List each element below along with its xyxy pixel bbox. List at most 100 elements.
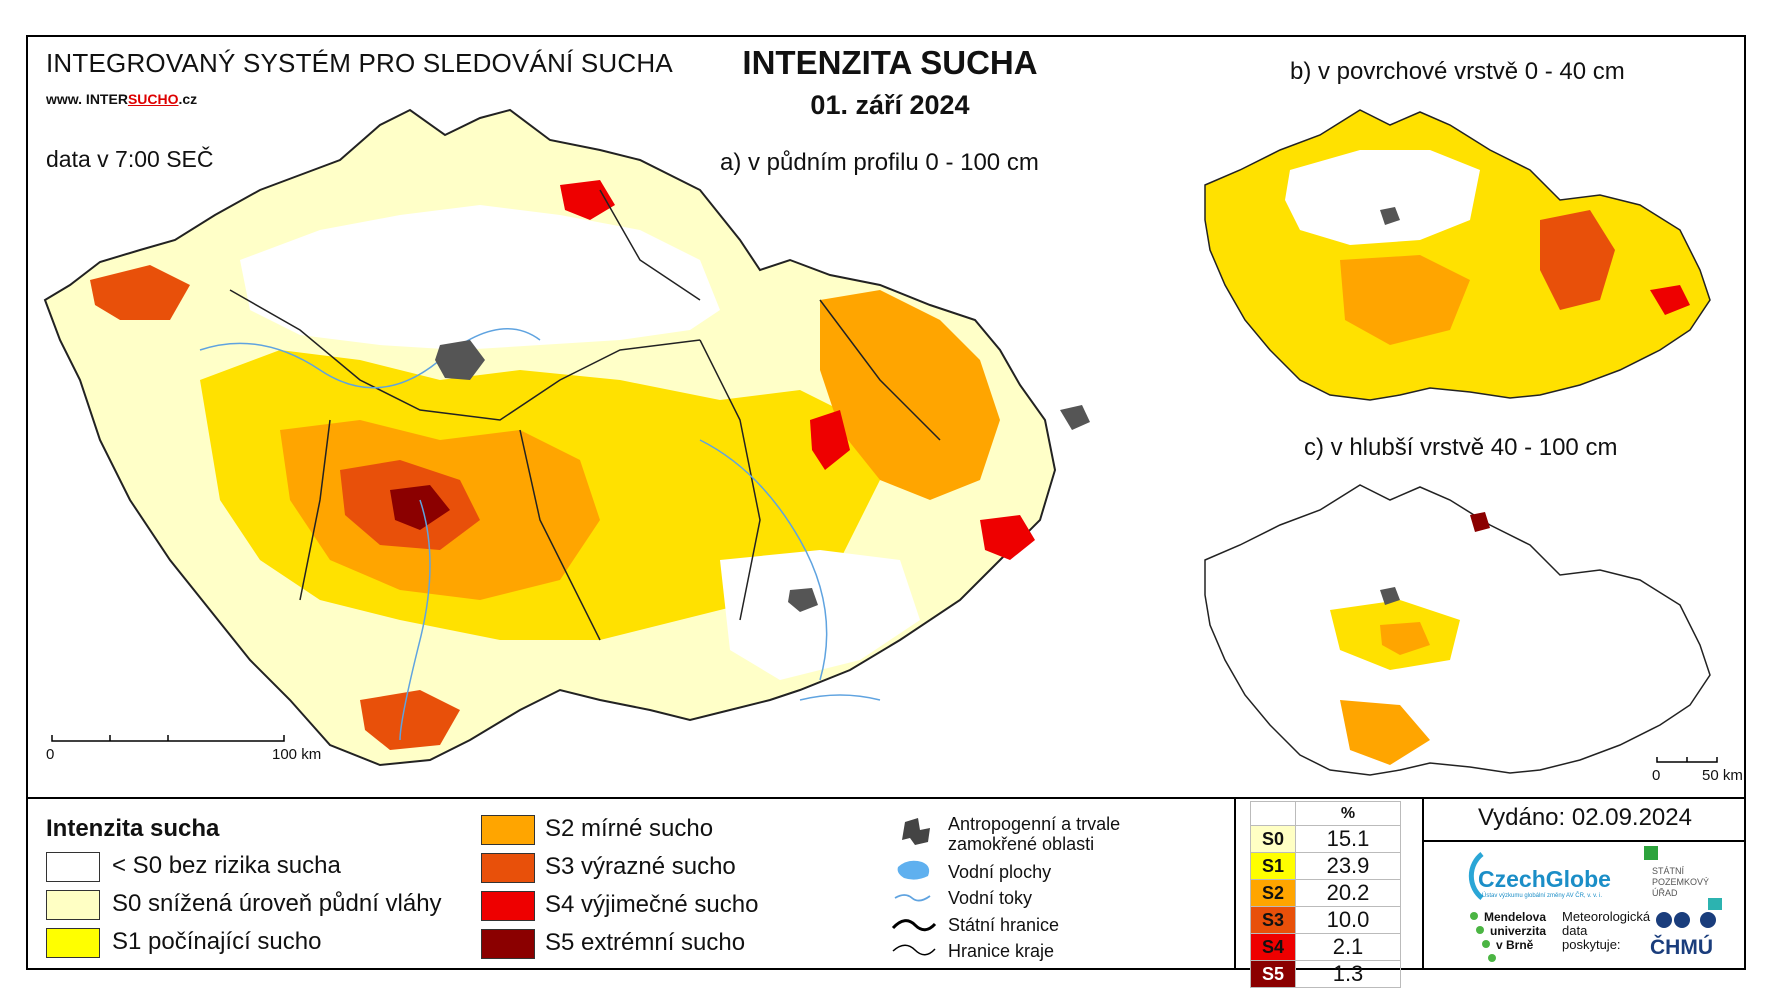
issued-date: Vydáno: 02.09.2024 — [1478, 804, 1692, 831]
table-value-s0: 15.1 — [1295, 825, 1401, 853]
mendelu-dots-icon — [1470, 912, 1496, 962]
meteo-line-1: Meteorologická — [1562, 909, 1651, 924]
meteo-line-3: poskytuje: — [1562, 937, 1621, 952]
map-c-label: c) v hlubší vrstvě 40 - 100 cm — [1304, 434, 1618, 461]
chmu-name: ČHMÚ — [1650, 936, 1713, 959]
chmu-logo: ČHMÚ — [1650, 908, 1730, 968]
table-code-s1: S1 — [1250, 852, 1296, 880]
mendelu-line-2: univerzita — [1490, 924, 1547, 938]
orange-area-c — [1380, 622, 1430, 655]
symbol-label-region-border: Hranice kraje — [948, 941, 1055, 961]
legend-separator-2 — [1422, 797, 1424, 970]
white-area-north — [240, 205, 720, 350]
red-area-b — [1540, 210, 1615, 310]
surface-layer-map — [1204, 109, 1711, 401]
swatch-s2 — [481, 815, 535, 845]
mendelu-text: Mendelova univerzita v Brně — [1484, 910, 1546, 952]
brno-urban-main — [788, 588, 818, 612]
scale-main-start: 0 — [46, 746, 55, 763]
legend-title: Intenzita sucha — [46, 815, 220, 842]
mendelu-line-1: Mendelova — [1484, 910, 1547, 924]
spu-line-3: ÚŘAD — [1652, 888, 1678, 898]
spu-square-icon — [1644, 846, 1658, 860]
scale-bar-small — [1656, 757, 1718, 763]
mendelu-line-3: v Brně — [1496, 938, 1534, 952]
symbol-label-state-border: Státní hranice — [948, 915, 1060, 935]
prague-urban-main — [435, 340, 485, 380]
prague-urban-b — [1380, 207, 1400, 225]
czechglobe-logo: CzechGlobe Ústav výzkumu globální změny … — [1460, 846, 1611, 906]
state-border-icon — [891, 919, 937, 932]
s4-area-center — [810, 410, 850, 470]
meteo-data-text: Meteorologická data poskytuje: — [1562, 910, 1662, 966]
spu-accent-icon — [1708, 898, 1722, 910]
white-area-southeast — [720, 550, 920, 680]
map-title: INTENZITA SUCHA — [742, 44, 1038, 81]
river-icon — [894, 894, 931, 902]
table-value-s3: 10.0 — [1295, 906, 1401, 934]
swatch-s4 — [481, 891, 535, 921]
map-frame — [26, 35, 1746, 970]
system-title: INTEGROVANÝ SYSTÉM PRO SLEDOVÁNÍ SUCHA — [46, 48, 673, 78]
table-header-code — [1250, 801, 1296, 826]
table-row: S0 15.1 — [1250, 825, 1401, 853]
s4-area-east — [980, 515, 1035, 560]
table-row: S5 1.3 — [1250, 960, 1401, 988]
legend-label-s4: S4 výjimečné sucho — [545, 891, 759, 918]
urban-area-icon — [902, 818, 930, 845]
czechglobe-name: CzechGlobe — [1478, 866, 1611, 892]
orange-area-east — [820, 290, 1000, 500]
legend-label-s3: S3 výrazné sucho — [545, 853, 736, 880]
website[interactable]: www. INTERSUCHO.cz — [46, 91, 198, 107]
swatch-s5 — [481, 929, 535, 959]
s4-area-north — [560, 180, 615, 220]
meteo-line-2: data — [1562, 923, 1588, 938]
legend-label-below-s0: < S0 bez rizika sucha — [112, 852, 341, 879]
orange-area-b — [1340, 255, 1470, 345]
legend-panel — [28, 797, 1744, 970]
legend-label-s0: S0 snížená úroveň půdní vláhy — [112, 890, 442, 917]
scale-bar-main — [51, 735, 285, 742]
czechglobe-subtitle: Ústav výzkumu globální změny AV ČR, v. v… — [1482, 893, 1603, 899]
table-value-s5: 1.3 — [1295, 960, 1401, 988]
data-time: data v 7:00 SEČ — [46, 146, 214, 172]
percent-table: % S0 15.1 S1 23.9 S2 20.2 S3 10.0 S4 2.1… — [1250, 801, 1401, 988]
symbol-label-river: Vodní toky — [948, 888, 1033, 908]
orange-area-c-south — [1340, 700, 1430, 765]
table-value-s2: 20.2 — [1295, 879, 1401, 907]
region-border-icon — [892, 944, 936, 956]
legend-separator-1 — [1234, 797, 1236, 970]
map-b-label: b) v povrchové vrstvě 0 - 40 cm — [1290, 58, 1625, 85]
swatch-s3 — [481, 853, 535, 883]
prague-urban-c — [1380, 587, 1400, 605]
table-row: % — [1250, 801, 1401, 826]
s5-spot-c — [1470, 512, 1490, 532]
table-value-s4: 2.1 — [1295, 933, 1401, 961]
scale-small-end: 50 km — [1702, 767, 1743, 784]
s5-area-south — [390, 485, 450, 530]
spu-line-2: POZEMKOVÝ — [1652, 877, 1710, 887]
symbol-label-water-body: Vodní plochy — [948, 862, 1052, 882]
table-code-s3: S3 — [1250, 906, 1296, 934]
table-row: S4 2.1 — [1250, 933, 1401, 961]
table-code-s5: S5 — [1250, 960, 1296, 988]
table-row: S2 20.2 — [1250, 879, 1401, 907]
table-row: S3 10.0 — [1250, 906, 1401, 934]
ostrava-urban-main — [1060, 405, 1090, 430]
swatch-s0-below — [46, 852, 100, 882]
s3-area-southwest — [360, 690, 460, 750]
water-body-icon — [897, 860, 930, 880]
mendelu-logo: Mendelova univerzita v Brně — [1468, 910, 1558, 966]
scale-main-end: 100 km — [272, 746, 322, 763]
scale-small-start: 0 — [1652, 767, 1661, 784]
deep-layer-map — [1204, 484, 1711, 776]
spu-logo: STÁTNÍ POZEMKOVÝ ÚŘAD — [1644, 846, 1724, 912]
table-row: S1 23.9 — [1250, 852, 1401, 880]
spu-line-1: STÁTNÍ — [1652, 866, 1685, 876]
map-a-label: a) v půdním profilu 0 - 100 cm — [720, 149, 1039, 176]
s3-area-west — [90, 265, 190, 320]
legend-label-s2: S2 mírné sucho — [545, 815, 714, 842]
rivers-main — [199, 328, 881, 741]
table-code-s2: S2 — [1250, 879, 1296, 907]
